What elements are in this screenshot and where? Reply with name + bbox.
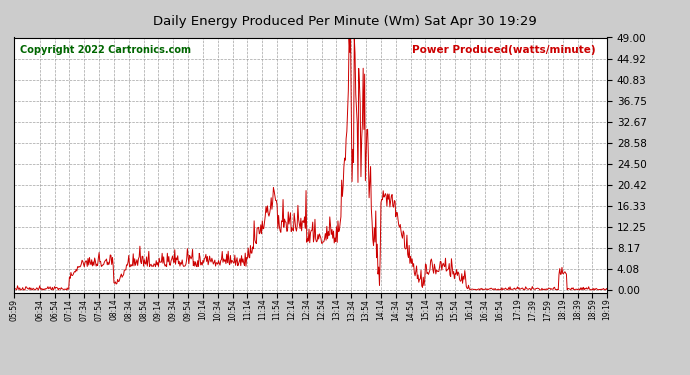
Text: Daily Energy Produced Per Minute (Wm) Sat Apr 30 19:29: Daily Energy Produced Per Minute (Wm) Sa… xyxy=(153,15,537,28)
Text: Power Produced(watts/minute): Power Produced(watts/minute) xyxy=(412,45,595,55)
Text: Copyright 2022 Cartronics.com: Copyright 2022 Cartronics.com xyxy=(20,45,190,55)
